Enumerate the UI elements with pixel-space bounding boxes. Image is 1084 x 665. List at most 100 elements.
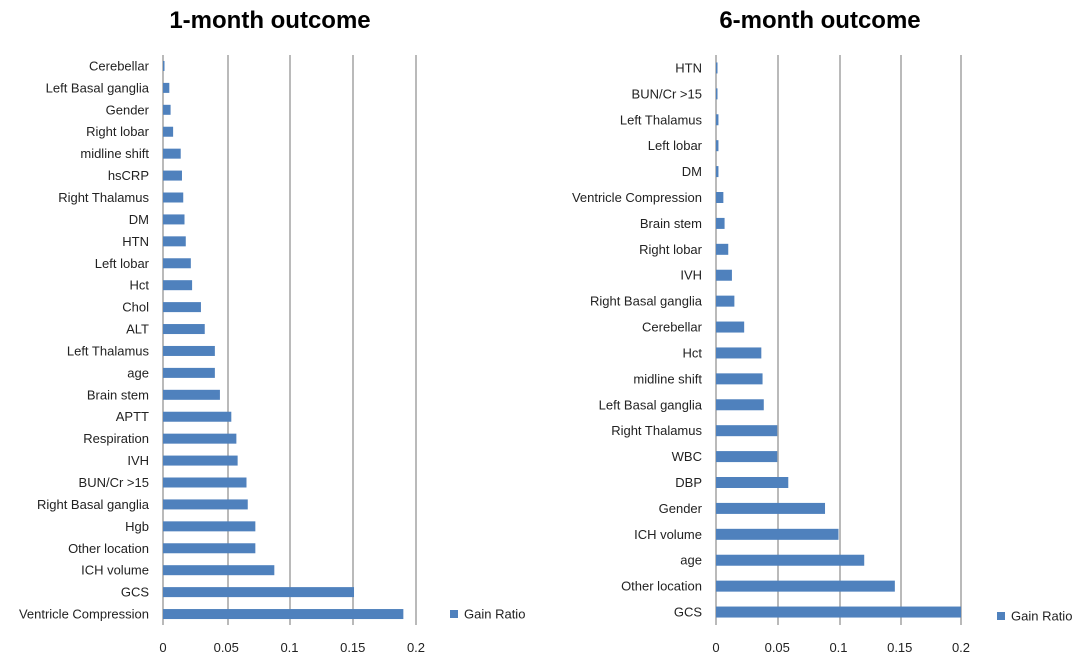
category-label: Left Basal ganglia [46,80,150,95]
bar [716,502,826,514]
bar [716,606,961,618]
bar [163,258,191,269]
category-label: Right Thalamus [58,190,149,205]
category-label: HTN [122,234,149,249]
bar [163,345,215,356]
category-label: Other location [621,579,702,594]
category-label: IVH [127,453,149,468]
category-label: Right lobar [86,124,150,139]
category-label: Right lobar [639,242,703,257]
chart-title: 6-month outcome [719,7,920,34]
category-label: age [680,553,702,568]
category-label: GCS [674,605,703,620]
category-label: Right Basal ganglia [37,497,150,512]
x-tick-label: 0.15 [887,640,912,655]
bar [163,499,248,510]
bar [716,269,732,281]
category-label: Brain stem [87,387,149,402]
x-tick-label: 0.2 [407,640,425,655]
category-label: Left lobar [95,256,150,271]
bar [163,433,237,444]
category-label: DM [129,212,149,227]
bar [716,347,762,359]
bar [163,543,256,554]
bar [163,609,404,620]
bar [163,148,181,159]
category-label: Ventricle Compression [572,190,702,205]
bar [716,88,718,100]
bar [716,217,725,229]
category-label: Left lobar [648,138,703,153]
x-tick-label: 0.05 [765,640,790,655]
bar [163,367,215,378]
legend-label: Gain Ratio [464,607,525,622]
bar [716,114,719,126]
category-label: midline shift [80,146,149,161]
category-label: Chol [122,300,149,315]
x-tick-label: 0 [712,640,719,655]
category-label: Gender [659,501,703,516]
bar [716,192,724,203]
bar [163,170,182,181]
category-label: Other location [68,541,149,556]
bar [716,166,719,178]
bar [163,82,170,93]
bar [716,295,735,307]
category-label: Respiration [83,431,149,446]
x-tick-label: 0.1 [280,640,298,655]
category-label: hsCRP [108,168,149,183]
bar [163,521,256,532]
category-label: midline shift [633,371,702,386]
chart-title: 1-month outcome [169,7,370,34]
bar [716,62,718,74]
category-label: DBP [675,475,702,490]
bar [716,140,719,152]
bar [716,451,778,463]
bar [716,554,865,566]
category-label: GCS [121,585,150,600]
category-label: Gender [106,102,150,117]
category-label: Cerebellar [642,320,703,335]
category-label: ICH volume [634,527,702,542]
bar [163,214,185,225]
bar [716,477,789,488]
bar [163,192,184,203]
legend-swatch [450,610,458,618]
bar [716,243,729,255]
bar [716,373,763,385]
category-label: APTT [116,409,149,424]
category-label: Cerebellar [89,58,150,73]
x-tick-label: 0.15 [340,640,365,655]
x-tick-label: 0 [159,640,166,655]
category-label: Hct [683,345,703,360]
bar [163,389,220,400]
category-label: Right Thalamus [611,423,702,438]
bar [163,60,165,71]
category-label: HTN [675,60,702,75]
bar [163,587,355,598]
bar [163,477,247,488]
chart-6-month: 6-month outcome HTN BUN/Cr >15 Left Thalam… [572,7,1072,655]
bar [716,425,778,437]
category-label: Ventricle Compression [19,607,149,622]
bar [163,126,174,137]
category-label: BUN/Cr >15 [632,86,702,101]
legend-swatch [997,612,1005,620]
bar [163,280,193,291]
category-label: Hct [130,278,150,293]
bar [163,236,186,247]
category-label: Left Thalamus [67,343,150,358]
x-tick-label: 0.05 [214,640,239,655]
bar [163,104,171,115]
x-tick-label: 0.1 [829,640,847,655]
legend-label: Gain Ratio [1011,609,1072,624]
bar [163,302,201,313]
category-label: BUN/Cr >15 [79,475,149,490]
category-label: Hgb [125,519,149,534]
category-label: Right Basal ganglia [590,294,703,309]
category-label: age [127,365,149,380]
bar [163,565,275,576]
category-label: Brain stem [640,216,702,231]
bar [716,580,895,592]
